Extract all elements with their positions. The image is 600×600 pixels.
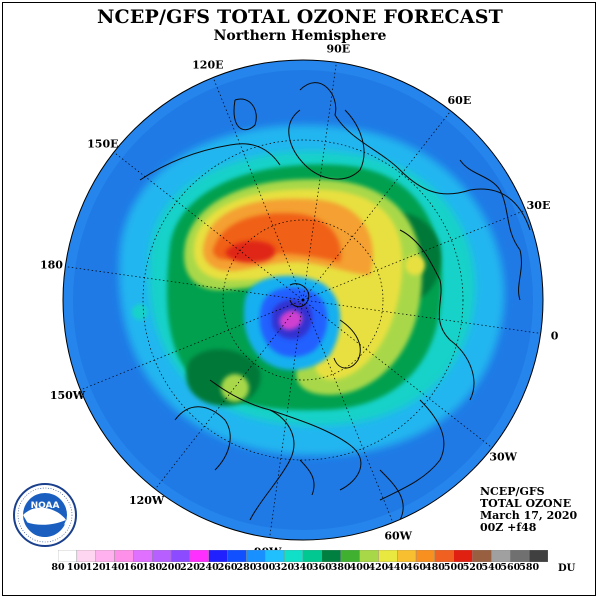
scale-tick-label: 220 bbox=[180, 562, 200, 573]
meridian-line bbox=[302, 209, 526, 301]
noaa-logo: NOAA bbox=[13, 483, 77, 547]
scale-tick-label: 160 bbox=[123, 562, 144, 573]
longitude-label: 150E bbox=[87, 138, 118, 151]
scale-swatch bbox=[76, 550, 96, 562]
map-subtitle: Northern Hemisphere bbox=[213, 28, 387, 44]
scale-tick-label: 540 bbox=[481, 562, 502, 573]
meridian-line bbox=[212, 77, 304, 301]
scale-tick-label: 460 bbox=[406, 562, 426, 573]
scale-swatch bbox=[114, 550, 134, 562]
scale-tick-label: 180 bbox=[142, 562, 163, 573]
longitude-label: 90E bbox=[326, 42, 350, 55]
scale-swatch bbox=[434, 550, 454, 562]
longitude-label: 120E bbox=[192, 58, 223, 71]
coastlines bbox=[139, 82, 531, 521]
scale-swatch bbox=[378, 550, 398, 562]
scale-swatch bbox=[152, 550, 172, 562]
longitude-label: 0 bbox=[551, 329, 559, 342]
scale-tick-label: 100 bbox=[66, 562, 87, 573]
graticule-meridians bbox=[65, 62, 541, 538]
scale-tick-label: 200 bbox=[161, 562, 181, 573]
scale-tick-label: 140 bbox=[104, 562, 125, 573]
scale-swatch bbox=[95, 550, 115, 562]
meridian-line bbox=[269, 299, 304, 538]
scale-tick-label: 480 bbox=[425, 562, 445, 573]
meridian-line bbox=[113, 151, 304, 301]
scale-tick-label: 380 bbox=[330, 562, 351, 573]
scale-swatch bbox=[265, 550, 285, 562]
scale-tick-label: 120 bbox=[85, 562, 106, 573]
longitude-label: 60E bbox=[448, 94, 472, 107]
scale-tick-label: 280 bbox=[236, 562, 257, 573]
longitude-label: 30E bbox=[527, 199, 551, 212]
scale-swatch bbox=[453, 550, 473, 562]
longitude-label: 120W bbox=[129, 494, 165, 507]
scale-unit: DU bbox=[558, 563, 576, 574]
scale-swatch bbox=[359, 550, 379, 562]
scale-swatch bbox=[189, 550, 209, 562]
meridian-line bbox=[302, 110, 452, 301]
scale-swatch bbox=[227, 550, 247, 562]
scale-tick-label: 80 bbox=[51, 562, 65, 573]
scale-tick-label: 580 bbox=[519, 562, 540, 573]
longitude-label: 60W bbox=[384, 530, 412, 543]
color-scale bbox=[58, 550, 548, 562]
meridian-line bbox=[302, 299, 493, 449]
scale-swatch bbox=[283, 550, 304, 562]
info-date: March 17, 2020 bbox=[480, 509, 578, 522]
scale-swatch bbox=[397, 550, 417, 562]
noaa-wordmark: NOAA bbox=[31, 501, 60, 511]
longitude-label: 180 bbox=[40, 259, 63, 272]
scale-tick-label: 400 bbox=[349, 562, 370, 573]
meridian-line bbox=[154, 299, 304, 490]
scale-tick-label: 420 bbox=[368, 562, 389, 573]
scale-tick-label: 340 bbox=[293, 562, 313, 573]
scale-tick-label: 440 bbox=[387, 562, 408, 573]
scale-swatch bbox=[510, 550, 530, 562]
scale-tick-label: 500 bbox=[443, 562, 464, 573]
scale-swatch bbox=[246, 550, 266, 562]
scale-swatch bbox=[170, 550, 191, 562]
longitude-label: 30W bbox=[489, 450, 517, 463]
color-scale-labels: 80 100 120 140 160 180 200 220 240 260 280 300 320 34… bbox=[0, 562, 600, 576]
scale-swatch bbox=[472, 550, 492, 562]
scale-swatch bbox=[491, 550, 511, 562]
info-product: TOTAL OZONE bbox=[480, 497, 572, 510]
meridian-line bbox=[65, 266, 304, 301]
map-title: NCEP/GFS TOTAL OZONE FORECAST bbox=[96, 6, 504, 28]
meridian-line bbox=[80, 299, 304, 391]
scale-tick-label: 240 bbox=[198, 562, 219, 573]
scale-swatch bbox=[340, 550, 360, 562]
scale-swatch bbox=[321, 550, 341, 562]
scale-tick-label: 520 bbox=[462, 562, 483, 573]
scale-tick-label: 320 bbox=[274, 562, 295, 573]
scale-tick-label: 560 bbox=[500, 562, 521, 573]
meridian-line bbox=[302, 299, 541, 334]
map-boundary bbox=[62, 59, 544, 541]
scale-tick-label: 360 bbox=[311, 562, 332, 573]
forecast-info: NCEP/GFS TOTAL OZONE March 17, 2020 00Z … bbox=[480, 486, 577, 534]
scale-swatch bbox=[208, 550, 228, 562]
graticule-parallels bbox=[142, 139, 464, 461]
scale-swatch bbox=[58, 550, 78, 562]
meridian-line bbox=[302, 62, 337, 301]
scale-swatch bbox=[133, 550, 153, 562]
scale-swatch bbox=[528, 550, 548, 562]
longitude-label: 150W bbox=[50, 389, 86, 402]
meridian-line bbox=[302, 299, 394, 523]
scale-swatch bbox=[415, 550, 436, 562]
scale-tick-label: 300 bbox=[255, 562, 276, 573]
info-forecast-hour: 00Z +f48 bbox=[480, 521, 537, 534]
scale-tick-label: 260 bbox=[217, 562, 238, 573]
scale-swatch bbox=[302, 550, 323, 562]
info-model: NCEP/GFS bbox=[480, 485, 545, 498]
